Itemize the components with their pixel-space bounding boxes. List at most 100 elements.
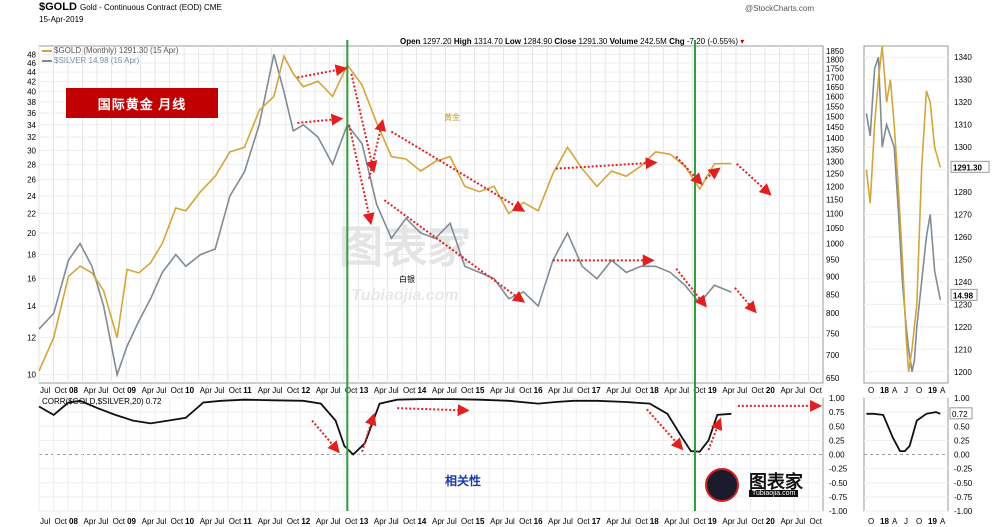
x-tick-label-bottom: 08 [69,517,78,526]
x-tick-label-bottom: Jul [40,517,50,526]
x-tick-label: Oct [229,386,242,395]
x-tick-label-bottom: Oct [519,517,532,526]
x-tick-label: Apr [490,386,503,395]
mini-x-tick-label: O [868,386,874,395]
mini-x-tick-label: A [940,386,946,395]
chg-down-icon: ▾ [740,37,745,46]
corr-axis-label: 0.75 [829,408,845,417]
trend-arrow [361,413,377,452]
left-axis-label: 34 [27,121,36,130]
right-axis-label: 1000 [826,239,844,248]
right-axis-label: 750 [826,329,840,338]
right-axis-label: 1500 [826,113,844,122]
mini-axis-label: 1240 [954,278,972,287]
left-axis-label: 48 [27,50,36,59]
x-tick-label-bottom: Jul [330,517,340,526]
x-tick-label: 17 [592,386,601,395]
chart-date: 15-Apr-2019 [39,15,84,24]
left-axis-label: 44 [27,68,36,77]
x-tick-label: Oct [635,386,648,395]
silver-annotation: 白银 [399,275,415,284]
x-tick-label-bottom: Oct [577,517,590,526]
series-silver-line [38,54,732,378]
silver-end-label-box [950,288,978,301]
corr-axis-label: 0.50 [829,422,845,431]
x-tick-label-bottom: Jul [388,517,398,526]
x-tick-label-bottom: Oct [287,517,300,526]
x-tick-label-bottom: Jul [621,517,631,526]
corr-axis-label: -0.50 [829,479,848,488]
x-tick-label-bottom: Apr [374,517,387,526]
x-tick-label: Jul [272,386,282,395]
x-tick-label: Oct [287,386,300,395]
corr-indicator-label: CORR($GOLD,$SILVER,20) 0.72 [42,397,162,406]
right-axis-label: 1050 [826,224,844,233]
x-tick-label: Jul [156,386,166,395]
corr-axis-label: 0.25 [829,436,845,445]
x-tick-label-bottom: Jul [447,517,457,526]
x-tick-label: Oct [345,386,358,395]
x-tick-label-bottom: Jul [737,517,747,526]
x-tick-label-bottom: 15 [476,517,485,526]
trend-arrow [646,408,684,451]
trend-arrow [555,157,658,170]
trend-arrow [311,419,340,454]
right-axis-label: 650 [826,374,840,383]
mini-x-tick-label: O [916,386,922,395]
x-tick-label-bottom: Oct [113,517,126,526]
volume-value: 242.5M [640,37,667,46]
close-value: 1291.30 [578,37,608,46]
trend-arrow [350,73,378,174]
left-axis-label: 12 [27,333,36,342]
mini-corr-axis-label: 0.00 [954,451,970,460]
x-tick-label-bottom: Apr [142,517,155,526]
mini-axis-label: 1310 [954,121,972,130]
x-tick-label: 14 [417,386,426,395]
right-axis-label: 950 [826,255,840,264]
low-label: Low [505,37,522,46]
mini-x-tick-label: 19 [928,386,937,395]
right-axis-label: 1650 [826,83,844,92]
trend-arrow [707,417,723,451]
x-tick-label: 18 [650,386,659,395]
x-tick-label-bottom: Oct [171,517,184,526]
silver-end-label: 14.98 [953,291,974,300]
x-tick-label: 10 [185,386,194,395]
x-tick-label: 16 [534,386,543,395]
open-value: 1297.20 [422,37,452,46]
x-tick-label: Apr [664,386,677,395]
x-tick-label-bottom: Apr [664,517,677,526]
x-tick-label-bottom: Apr [548,517,561,526]
x-tick-label: 11 [243,386,252,395]
right-axis-label: 1250 [826,170,844,179]
x-tick-label: Jul [737,386,747,395]
x-tick-label: Apr [606,386,619,395]
watermark: 图表家 [339,223,471,272]
logo-name: 图表家 [749,472,803,492]
x-tick-label: Apr [432,386,445,395]
x-tick-label: Jul [40,386,50,395]
right-axis-label: 1800 [826,56,844,65]
x-tick-label-bottom: Apr [490,517,503,526]
chg-label: Chg [669,37,685,46]
stockcharts-credit: @StockCharts.com [745,4,815,13]
left-axis-label: 22 [27,210,36,219]
left-axis-label: 20 [27,229,36,238]
mini-axis-label: 1220 [954,323,972,332]
x-tick-label: Oct [403,386,416,395]
open-label: Open [400,37,421,46]
mini-x-tick-label-bottom: J [904,517,908,526]
x-tick-label: Oct [55,386,68,395]
right-axis-label: 1700 [826,73,844,82]
left-axis-label: 10 [27,371,36,380]
left-axis-label: 28 [27,160,36,169]
x-tick-label: Jul [98,386,108,395]
left-axis-label: 14 [27,302,36,311]
x-tick-label-bottom: Apr [200,517,213,526]
x-tick-label-bottom: Apr [722,517,735,526]
corr-axis-label: -0.75 [829,493,848,502]
x-tick-label-bottom: Oct [345,517,358,526]
x-tick-label: Apr [200,386,213,395]
x-tick-label: Apr [374,386,387,395]
